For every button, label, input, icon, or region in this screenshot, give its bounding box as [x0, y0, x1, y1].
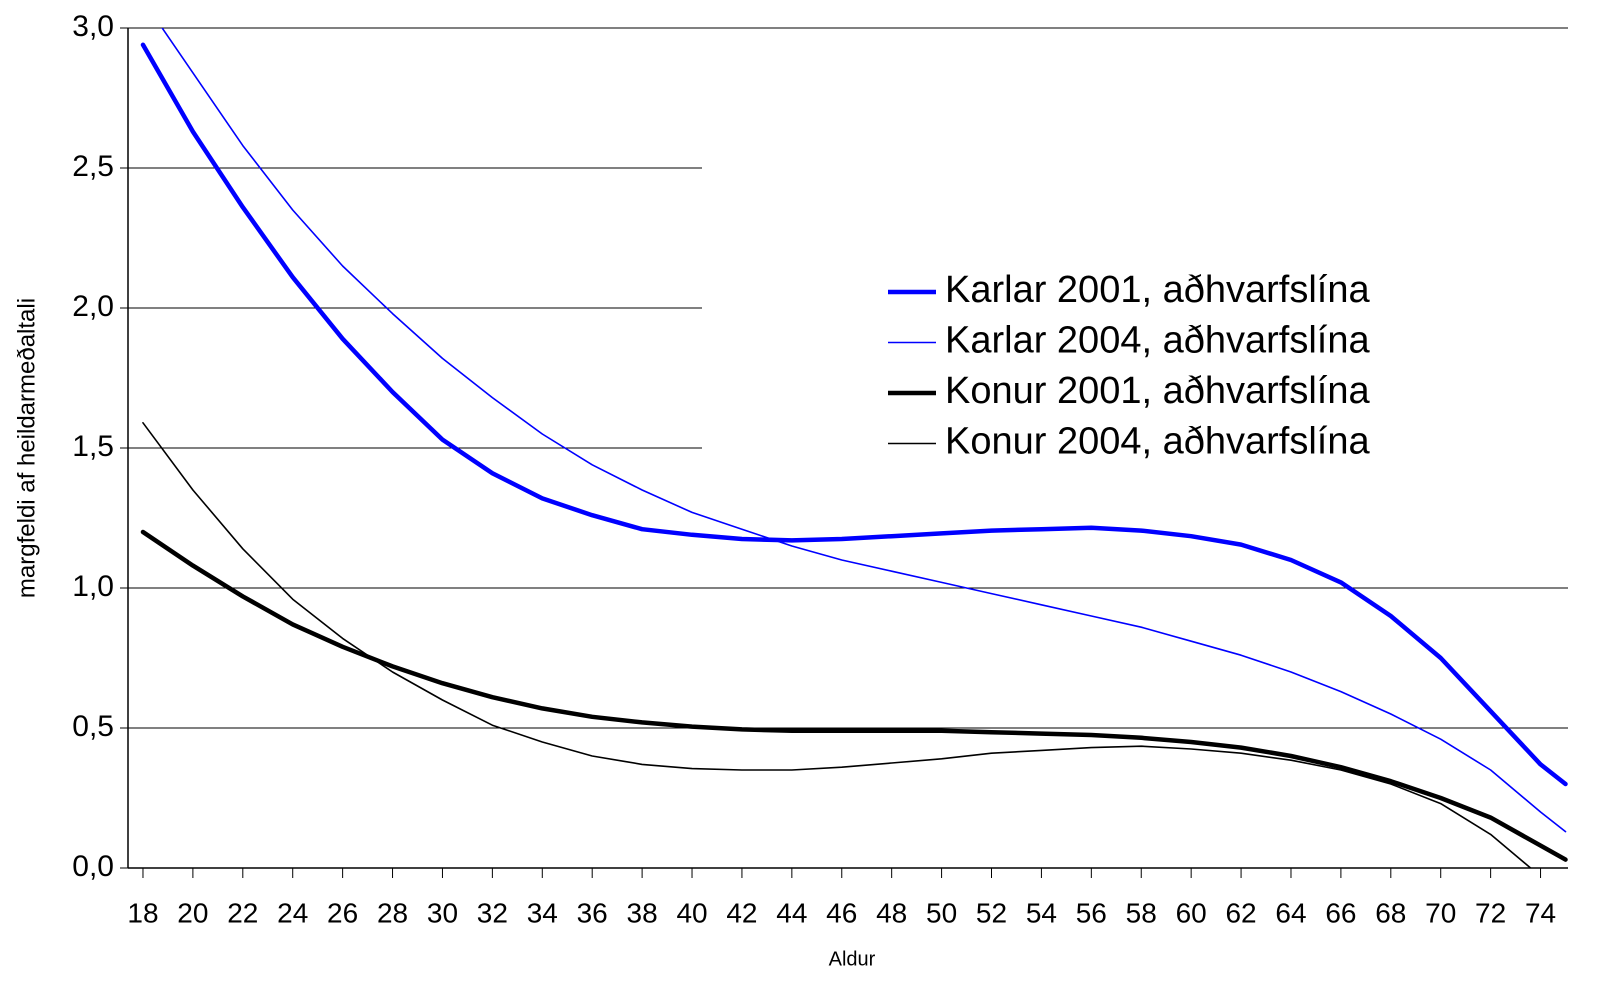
x-tick-label: 74 — [1525, 897, 1556, 928]
plot-area — [140, 28, 1568, 868]
x-tick-label: 56 — [1076, 897, 1107, 928]
x-tick-label: 50 — [926, 897, 957, 928]
x-tick-label: 36 — [577, 897, 608, 928]
line-series — [161, 28, 1567, 833]
y-tick-label: 3,0 — [72, 10, 114, 43]
y-tick-label: 1,5 — [72, 430, 114, 463]
x-axis-label: Aldur — [829, 948, 876, 970]
legend-label: Konur 2004, aðhvarfslína — [945, 421, 1370, 463]
legend-box — [702, 150, 1568, 470]
legend-label: Karlar 2001, aðhvarfslína — [945, 269, 1370, 311]
x-tick-label: 48 — [876, 897, 907, 928]
x-tick-label: 30 — [427, 897, 458, 928]
x-tick-label: 70 — [1425, 897, 1456, 928]
x-tick-label: 62 — [1225, 897, 1256, 928]
x-tick-label: 34 — [527, 897, 558, 928]
x-tick-label: 68 — [1375, 897, 1406, 928]
x-tick-label: 60 — [1176, 897, 1207, 928]
line-series — [142, 422, 1532, 868]
x-tick-label: 42 — [726, 897, 757, 928]
legend-label: Konur 2001, aðhvarfslína — [945, 370, 1370, 412]
x-tick-label: 24 — [277, 897, 308, 928]
y-tick-label: 0,5 — [72, 710, 114, 743]
x-tick-label: 46 — [826, 897, 857, 928]
x-tick-label: 52 — [976, 897, 1007, 928]
y-tick-label: 2,0 — [72, 290, 114, 323]
y-tick-label: 1,0 — [72, 570, 114, 603]
x-tick-label: 22 — [227, 897, 258, 928]
x-tick-label: 66 — [1325, 897, 1356, 928]
x-tick-label: 20 — [177, 897, 208, 928]
x-tick-label: 28 — [377, 897, 408, 928]
x-tick-label: 38 — [627, 897, 658, 928]
legend-label: Karlar 2004, aðhvarfslína — [945, 320, 1370, 362]
y-tick-label: 2,5 — [72, 150, 114, 183]
x-tick-label: 44 — [776, 897, 807, 928]
x-tick-label: 32 — [477, 897, 508, 928]
x-tick-label: 26 — [327, 897, 358, 928]
line-series — [140, 42, 1568, 787]
x-tick-label: 54 — [1026, 897, 1057, 928]
x-tick-label: 58 — [1126, 897, 1157, 928]
y-axis-label: margfeldi af heildarmeðaltali — [13, 298, 40, 598]
x-tick-label: 40 — [676, 897, 707, 928]
x-tick-label: 18 — [127, 897, 158, 928]
line-series — [140, 529, 1568, 862]
x-tick-label: 64 — [1275, 897, 1306, 928]
y-tick-label: 0,0 — [72, 850, 114, 883]
x-tick-label: 72 — [1475, 897, 1506, 928]
